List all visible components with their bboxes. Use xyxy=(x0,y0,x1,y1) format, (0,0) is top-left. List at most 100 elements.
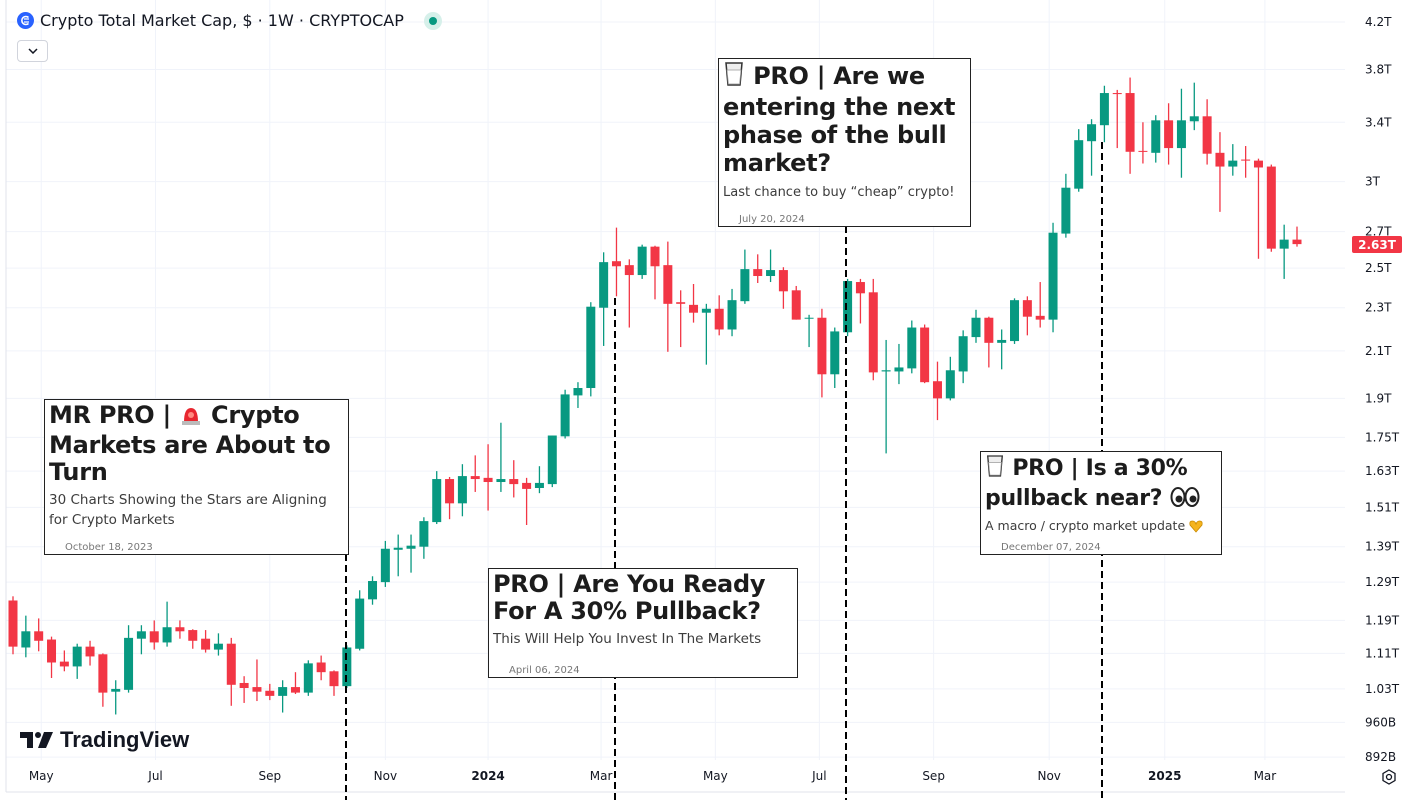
candle xyxy=(393,534,403,577)
x-tick-label: 2025 xyxy=(1148,769,1181,783)
candle-body xyxy=(72,646,82,667)
candle-body xyxy=(611,261,621,267)
candle-body xyxy=(380,548,390,583)
y-tick-label: 2.3T xyxy=(1365,301,1392,315)
tradingview-logo-icon xyxy=(20,732,53,748)
candle xyxy=(239,676,249,703)
candle-body xyxy=(791,290,801,320)
annotation-title-line: PRO | Are we xyxy=(753,62,925,90)
y-tick-label: 3.8T xyxy=(1365,62,1392,76)
candle-body xyxy=(1138,150,1148,152)
x-tick-label: Jul xyxy=(811,769,826,783)
candle-body xyxy=(932,381,942,399)
candle xyxy=(21,615,31,658)
candle-body xyxy=(8,600,18,647)
candle-body xyxy=(432,479,442,523)
candle-body xyxy=(226,643,236,685)
candle-body xyxy=(817,317,827,375)
candle xyxy=(98,653,108,707)
price-axis[interactable]: 4.2T 3.8T 3.4T 3T 2.7T 2.5T 2.3T 2.1T 1.9T 1.75T 1… xyxy=(1365,15,1400,764)
candle xyxy=(1253,158,1263,259)
candle-body xyxy=(894,367,904,372)
candle-body xyxy=(663,265,673,304)
candle-body xyxy=(21,631,31,648)
time-axis[interactable]: May Jul Sep Nov 2024 Mar May Jul Sep Nov 2025 Mar xyxy=(29,769,1276,783)
candle-body xyxy=(1176,120,1186,149)
candle xyxy=(1125,77,1135,174)
tradingview-watermark[interactable]: TradingView xyxy=(20,727,189,753)
chart-legend-header[interactable]: Crypto Total Market Cap, $ · 1W · CRYPTO… xyxy=(17,11,442,30)
candle-body xyxy=(1266,166,1276,249)
annotation-subtitle: 30 Charts Showing the Stars are Aligning xyxy=(49,492,327,508)
candle-body xyxy=(599,262,609,308)
candle-body xyxy=(1164,120,1174,149)
candle-body xyxy=(907,327,917,369)
candle xyxy=(59,650,69,672)
candle-body xyxy=(714,308,724,330)
annotation-title-line: PRO | Is a 30% xyxy=(1012,456,1188,481)
annotation-card-oct-2023[interactable]: MR PRO | Crypto Markets are About to Tur… xyxy=(44,399,349,555)
candle xyxy=(419,517,429,559)
candle xyxy=(1292,226,1302,247)
candle xyxy=(522,477,532,526)
candle xyxy=(470,455,480,492)
candle-body xyxy=(278,687,288,696)
candle xyxy=(650,245,660,300)
candles xyxy=(8,77,1302,715)
annotation-title-line: pullback near? xyxy=(985,486,1163,511)
candle xyxy=(611,227,621,297)
x-tick-label: Jul xyxy=(147,769,162,783)
candle xyxy=(945,356,955,401)
milk-glass-icon xyxy=(985,454,1005,485)
candle-body xyxy=(778,270,788,292)
candle-body xyxy=(162,627,172,643)
candle xyxy=(714,295,724,336)
candle-body xyxy=(830,331,840,375)
annotation-card-jul-2024[interactable]: PRO | Are we entering the next phase of … xyxy=(718,58,971,227)
candle xyxy=(1266,164,1276,252)
candle xyxy=(1202,99,1212,165)
candle-body xyxy=(753,269,763,277)
annotation-subtitle: for Crypto Markets xyxy=(49,512,175,528)
candle xyxy=(637,244,647,279)
annotation-title-line: For A 30% Pullback? xyxy=(493,597,761,625)
candle xyxy=(290,672,300,695)
candle-body xyxy=(445,479,455,504)
candle xyxy=(881,339,891,454)
watermark-text: TradingView xyxy=(60,727,190,752)
y-tick-label: 1.51T xyxy=(1365,500,1400,514)
annotation-card-dec-2024[interactable]: PRO | Is a 30% pullback near? A macro / … xyxy=(980,451,1222,555)
axis-settings-icon[interactable] xyxy=(1380,768,1398,786)
candle-body xyxy=(1125,93,1135,152)
candle-body xyxy=(727,300,737,330)
candle xyxy=(997,329,1007,370)
y-tick-label: 1.19T xyxy=(1365,613,1400,627)
annotation-card-apr-2024[interactable]: PRO | Are You Ready For A 30% Pullback? … xyxy=(488,568,798,678)
y-tick-label: 1.9T xyxy=(1365,391,1392,405)
candle xyxy=(432,471,442,525)
candle-body xyxy=(701,308,711,313)
candle xyxy=(1215,132,1225,212)
collapse-legend-button[interactable] xyxy=(17,40,48,62)
symbol-title[interactable]: Crypto Total Market Cap, $ · 1W · CRYPTO… xyxy=(40,11,404,30)
x-tick-label: Mar xyxy=(590,769,613,783)
candle xyxy=(406,534,416,573)
annotation-subtitle: Last chance to buy “cheap” crypto! xyxy=(723,185,955,200)
annotation-date: July 20, 2024 xyxy=(739,214,805,225)
candle-body xyxy=(843,281,853,333)
candle xyxy=(1241,146,1251,178)
candle-body xyxy=(34,631,44,641)
candle-body xyxy=(47,639,57,663)
candle xyxy=(1010,298,1020,344)
annotation-date: December 07, 2024 xyxy=(1001,542,1101,553)
candle xyxy=(1279,224,1289,279)
annotation-title-line: PRO | Are You Ready xyxy=(493,570,766,598)
candle-body xyxy=(1151,120,1161,153)
market-status-icon[interactable] xyxy=(423,11,442,30)
candle xyxy=(932,361,942,421)
candle xyxy=(1074,129,1084,192)
candle xyxy=(201,630,211,653)
x-tick-label: Sep xyxy=(922,769,945,783)
candle xyxy=(149,620,159,650)
candle xyxy=(753,254,763,284)
